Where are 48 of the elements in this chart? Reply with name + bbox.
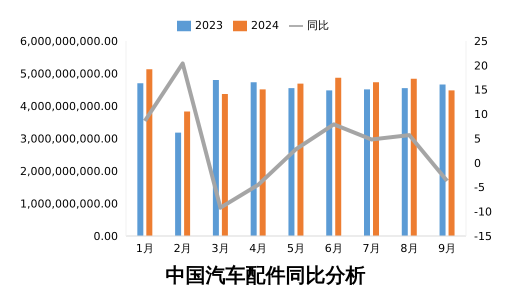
y2-tick-label: -10 (474, 206, 492, 219)
y-tick-label: 5,000,000,000.00 (20, 67, 118, 80)
line-series (142, 61, 450, 210)
bar (146, 69, 152, 236)
x-tick-label: 6月 (324, 242, 343, 255)
y2-tick-label: 15 (474, 84, 488, 97)
y2-tick-label: 20 (474, 59, 488, 72)
y-tick-label: 3,000,000,000.00 (20, 132, 118, 146)
bar (212, 80, 219, 236)
bar (326, 90, 332, 236)
y-tick-label: 1,000,000,000.00 (20, 197, 118, 210)
x-tick-label: 5月 (287, 242, 305, 255)
bar (222, 94, 228, 236)
bar (260, 89, 266, 236)
bar (402, 88, 408, 236)
x-tick-label: 3月 (211, 242, 230, 255)
x-tick-label: 9月 (438, 242, 456, 255)
bar (440, 84, 446, 236)
bar (448, 90, 455, 236)
y2-tick-label: 5 (474, 132, 481, 146)
x-tick-label: 2月 (174, 242, 192, 255)
legend-label: 2023 (195, 19, 223, 32)
y2-tick-label: -15 (474, 230, 492, 243)
legend-label: 2024 (251, 19, 279, 32)
y2-tick-label: 0 (474, 156, 481, 170)
y-tick-label: 6,000,000,000.00 (20, 34, 118, 48)
bar (364, 89, 370, 236)
bar (373, 82, 379, 236)
y-tick-label: 2,000,000,000.00 (20, 164, 118, 178)
bar (335, 78, 342, 236)
y2-tick-label: 25 (474, 34, 488, 48)
bar (137, 83, 144, 236)
x-tick-label: 7月 (362, 242, 381, 255)
legend-label: 同比 (307, 19, 329, 32)
y-tick-label: 0.00 (94, 230, 118, 243)
bar (250, 82, 257, 236)
y-tick-label: 4,000,000,000.00 (20, 100, 118, 113)
bar (288, 88, 294, 236)
x-tick-label: 8月 (400, 242, 418, 255)
bar (184, 112, 190, 236)
bar (410, 78, 417, 236)
y2-tick-label: -5 (474, 181, 485, 194)
bar (175, 132, 182, 236)
bar (297, 84, 304, 236)
y2-tick-label: 10 (474, 108, 488, 122)
text: 中国汽车配件同比分析 (164, 262, 366, 289)
x-tick-label: 1月 (136, 242, 154, 255)
x-tick-label: 4月 (249, 242, 268, 255)
